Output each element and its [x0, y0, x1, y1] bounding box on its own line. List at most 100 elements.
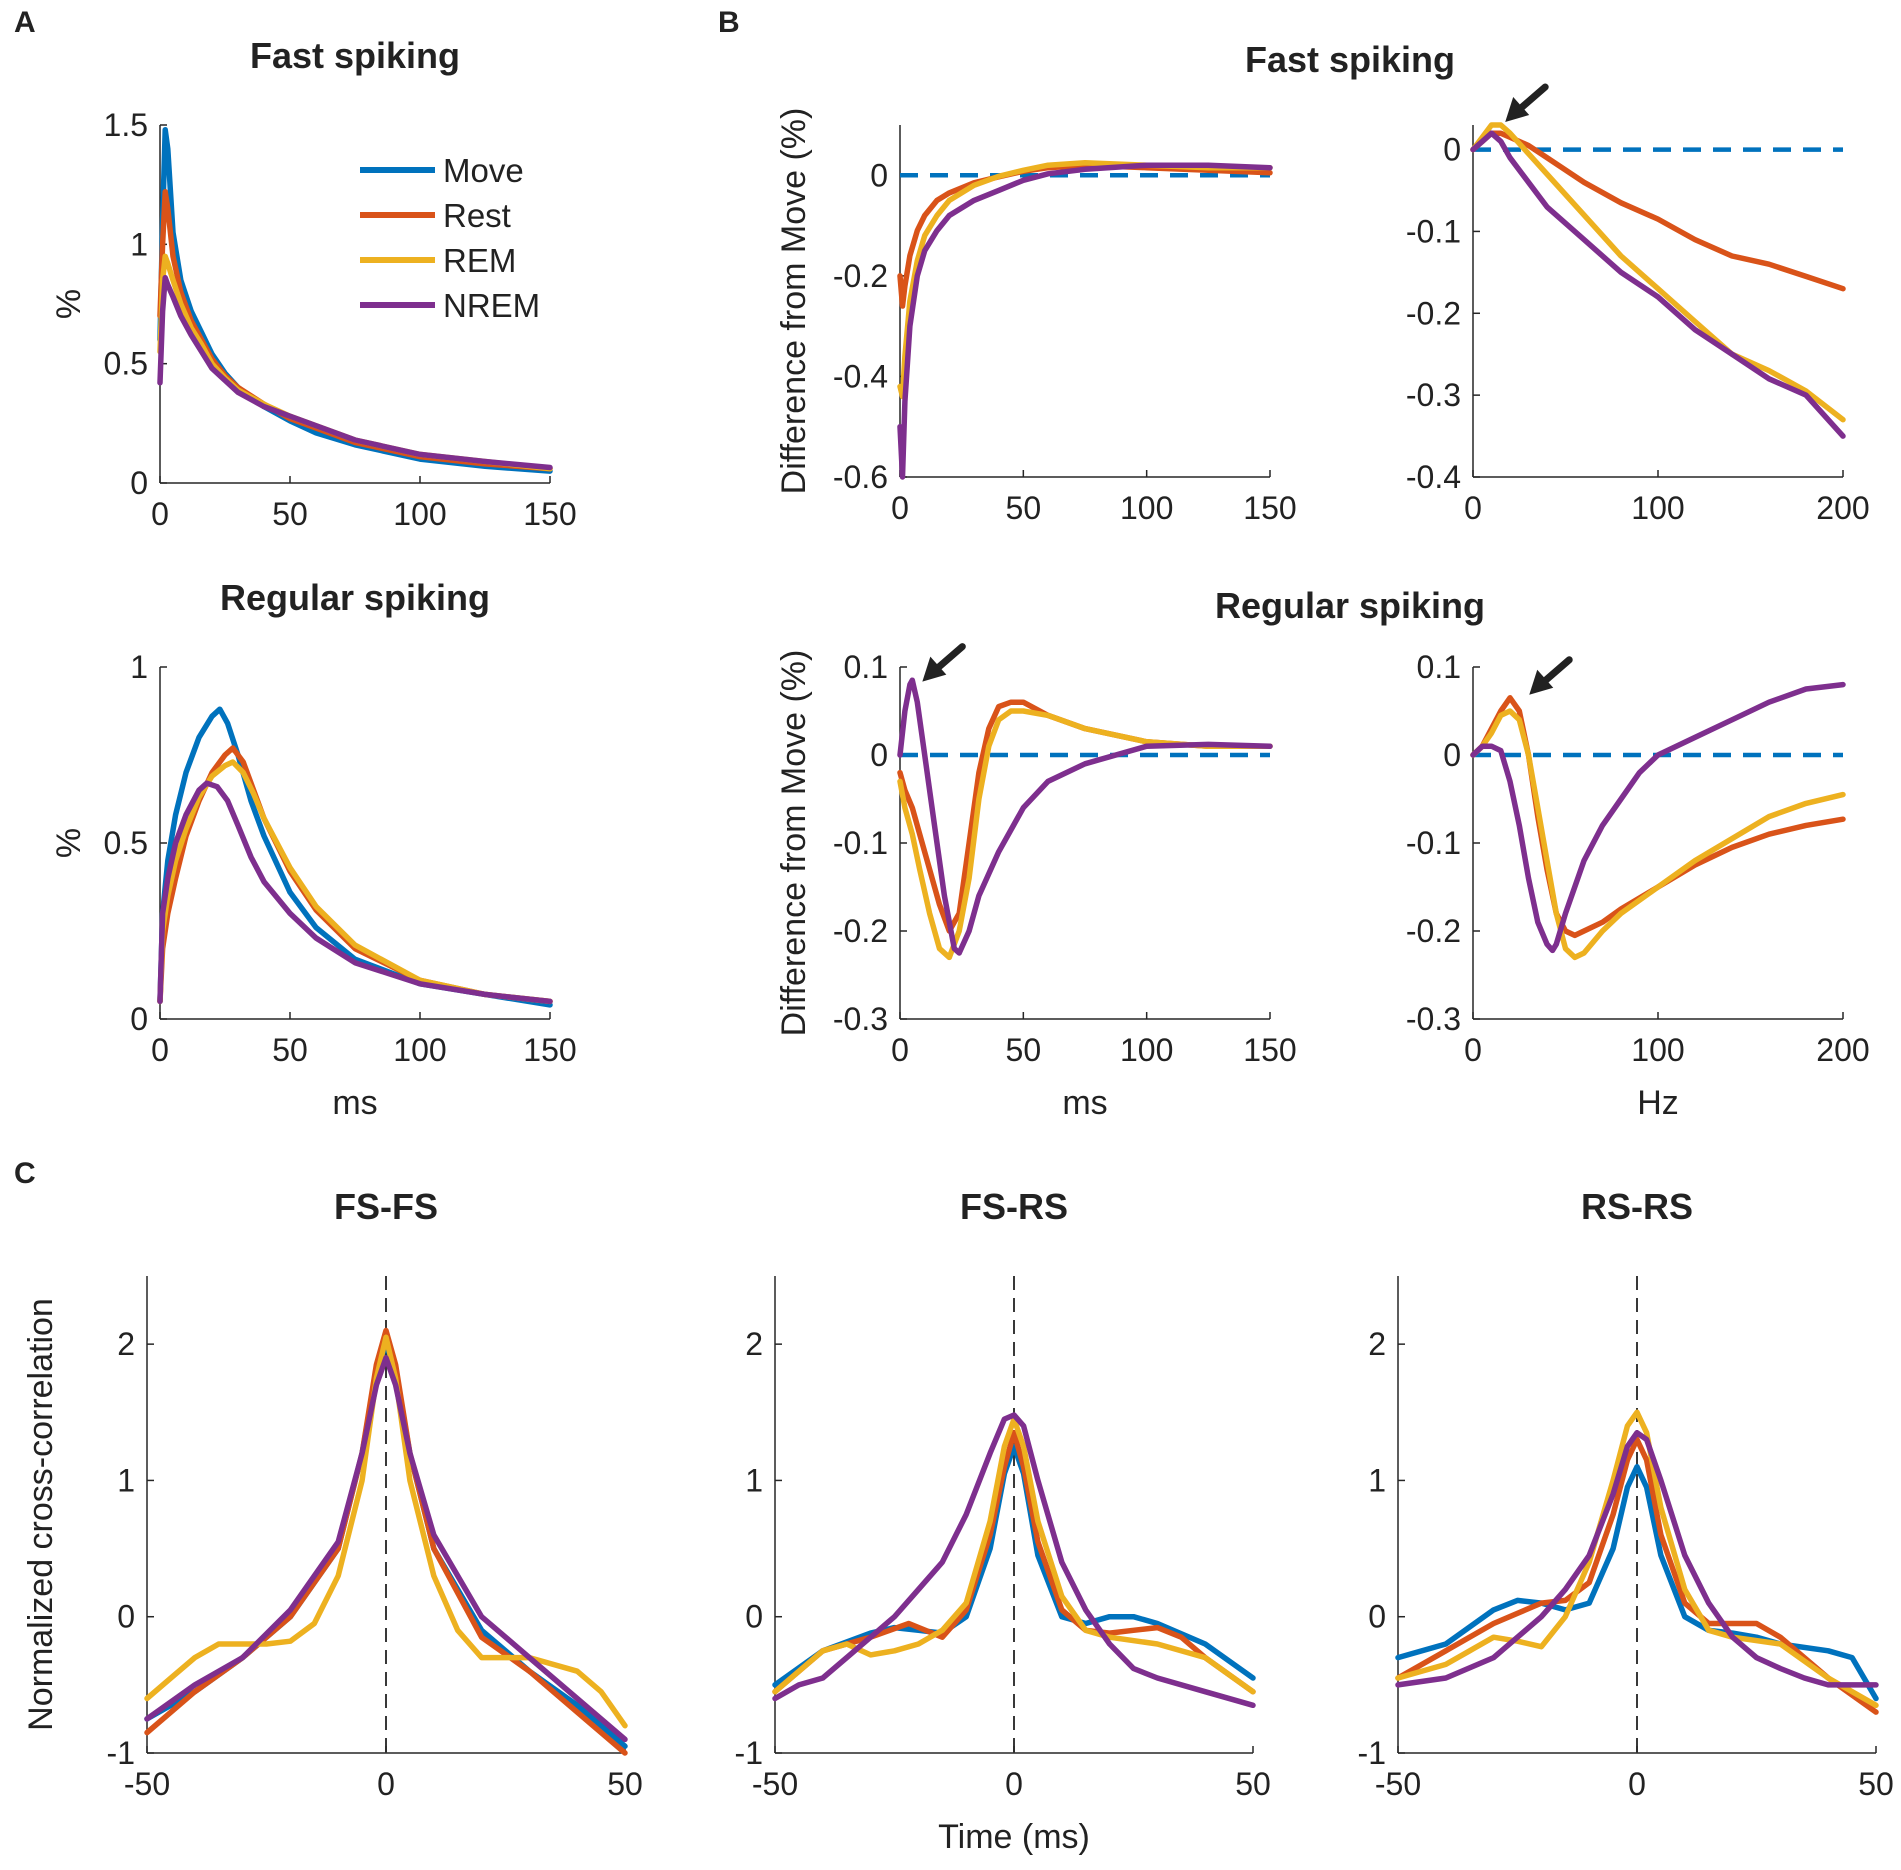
chart-B_regular_ms: 0 50 100 150 -0.3 -0.2 -0.1 0 0.1 ms Difference fr…: [775, 643, 1297, 1122]
x-tick-label: 50: [1235, 1766, 1271, 1802]
annotation-arrow-icon: [922, 643, 966, 682]
x-tick-label: 50: [1006, 490, 1042, 526]
chart-title: Fast spiking: [250, 35, 460, 76]
y-tick-label: 1: [1368, 1462, 1386, 1498]
x-tick-label: -50: [124, 1766, 170, 1802]
arrow-head: [1505, 97, 1530, 122]
y-axis-label: Normalized cross-correlation: [22, 1298, 60, 1731]
y-tick-label: 0: [117, 1599, 135, 1635]
y-tick-label: -1: [1358, 1735, 1386, 1771]
x-tick-label: 0: [151, 496, 169, 532]
y-axis-label: %: [50, 828, 88, 858]
x-tick-label: 150: [1243, 490, 1296, 526]
x-tick-label: 0: [1628, 1766, 1646, 1802]
series-line-move: [157, 706, 553, 1008]
y-axis-label: Difference from Move (%): [775, 108, 813, 495]
x-tick-label: 100: [1631, 490, 1684, 526]
series-line-nrem: [144, 1355, 628, 1743]
y-tick-label: -0.2: [1406, 913, 1461, 949]
y-tick-label: 0.5: [104, 825, 148, 861]
x-tick-label: 200: [1816, 490, 1869, 526]
x-axis-label: Time (ms): [938, 1818, 1090, 1856]
x-tick-label: 0: [891, 490, 909, 526]
chart-A_regular: 0 50 100 150 0 0.5 1 Regular spiking ms%: [50, 577, 577, 1122]
y-tick-label: -1: [735, 1735, 763, 1771]
y-tick-label: 2: [1368, 1326, 1386, 1362]
series-line-rem: [1470, 122, 1846, 423]
x-tick-label: 100: [1120, 490, 1173, 526]
y-tick-label: 0: [1368, 1599, 1386, 1635]
y-tick-label: -1: [107, 1735, 135, 1771]
y-tick-label: 0: [130, 465, 148, 501]
y-tick-label: -0.3: [1406, 1001, 1461, 1037]
y-tick-label: 1: [130, 226, 148, 262]
x-tick-label: 50: [272, 496, 308, 532]
y-tick-label: -0.4: [1406, 459, 1461, 495]
y-tick-label: -0.3: [1406, 377, 1461, 413]
y-tick-label: -0.4: [833, 358, 888, 394]
series-line-rem: [897, 159, 1273, 400]
x-tick-label: 150: [523, 496, 576, 532]
x-tick-label: 0: [151, 1032, 169, 1068]
y-tick-label: 0: [130, 1001, 148, 1037]
x-tick-label: 200: [1816, 1032, 1869, 1068]
chart-A_fast: 0 50 100 150 0 0.5 1 1.5 Fast spiking% Move Rest RE…: [50, 35, 577, 532]
chart-B_regular_hz: 0 100 200 -0.3 -0.2 -0.1 0 0.1 Hz: [1406, 649, 1870, 1122]
x-tick-label: 150: [1243, 1032, 1296, 1068]
legend: Move Rest REM NREM: [360, 152, 540, 324]
series-line-nrem: [897, 162, 1273, 480]
y-tick-label: 1: [117, 1462, 135, 1498]
y-tick-label: 2: [117, 1326, 135, 1362]
chart-title: RS-RS: [1581, 1186, 1693, 1227]
y-tick-label: -0.1: [1406, 213, 1461, 249]
x-tick-label: 150: [523, 1032, 576, 1068]
y-tick-label: 0: [1443, 737, 1461, 773]
series-line-rest: [1395, 1436, 1879, 1715]
y-tick-label: 0: [870, 157, 888, 193]
y-tick-label: -0.2: [1406, 295, 1461, 331]
panel-letter-c: C: [14, 1157, 36, 1190]
x-axis-label: Hz: [1637, 1084, 1679, 1122]
panel-letter-a: A: [14, 6, 36, 39]
legend-label-nrem: NREM: [443, 287, 540, 324]
series-line-rest: [897, 162, 1273, 309]
arrow-head: [922, 656, 947, 682]
x-tick-label: 0: [377, 1766, 395, 1802]
y-tick-label: 1.5: [104, 107, 148, 143]
y-tick-label: 0.5: [104, 346, 148, 382]
y-tick-label: -0.1: [833, 825, 888, 861]
chart-C_rsrs: -50 0 50 -1 0 1 2 RS-RS: [1358, 1186, 1894, 1802]
series-line-nrem: [772, 1412, 1256, 1709]
x-tick-label: 100: [1120, 1032, 1173, 1068]
x-tick-label: 100: [393, 1032, 446, 1068]
y-tick-label: -0.3: [833, 1001, 888, 1037]
x-tick-label: 50: [607, 1766, 643, 1802]
x-axis-label: ms: [1062, 1084, 1107, 1122]
section-title-fast-spiking: Fast spiking: [1245, 39, 1455, 80]
series-line-nrem: [157, 274, 553, 471]
y-tick-label: 0: [1443, 132, 1461, 168]
panel-letter-b: B: [718, 6, 740, 39]
x-tick-label: 100: [1631, 1032, 1684, 1068]
series-line-nrem: [1395, 1429, 1879, 1688]
x-tick-label: 50: [272, 1032, 308, 1068]
x-axis-label: ms: [332, 1084, 377, 1122]
series-line-nrem: [157, 780, 553, 1005]
series-line-rest: [1470, 695, 1846, 939]
series-line-nrem: [1470, 130, 1846, 439]
y-axis-label: Difference from Move (%): [775, 650, 813, 1037]
legend-label-move: Move: [443, 152, 524, 189]
chart-title: FS-FS: [334, 1186, 438, 1227]
x-tick-label: -50: [752, 1766, 798, 1802]
x-tick-label: 100: [393, 496, 446, 532]
series-line-rem: [897, 708, 1273, 961]
chart-title: FS-RS: [960, 1186, 1068, 1227]
x-tick-label: 50: [1006, 1032, 1042, 1068]
section-title-regular-spiking: Regular spiking: [1215, 585, 1485, 626]
annotation-arrow-icon: [1505, 83, 1549, 122]
series-line-nrem: [1470, 681, 1846, 954]
x-tick-label: 0: [1464, 490, 1482, 526]
y-axis-label: %: [50, 289, 88, 319]
series-line-rest: [772, 1429, 1256, 1695]
